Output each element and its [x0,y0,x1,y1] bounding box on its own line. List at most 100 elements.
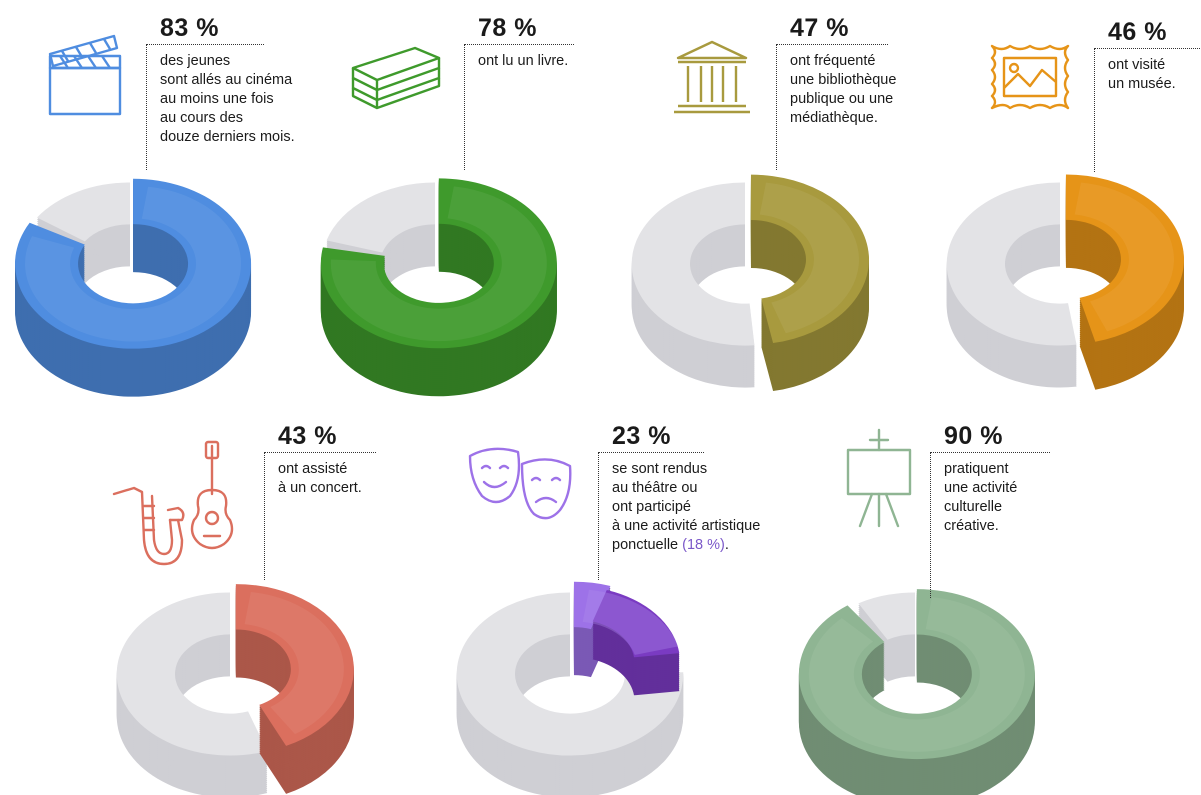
description-line: douze derniers mois. [160,129,295,145]
leader-line [464,44,465,170]
description-line: un musée. [1108,76,1176,92]
framed-painting-icon [990,44,1070,110]
value-slice [15,178,252,349]
description-concert: ont assisté à un concert. [278,460,362,498]
description-line: ont assisté [278,461,348,477]
description-line: à une activité artistique [612,518,761,534]
remainder-slice [858,592,915,640]
description-text: ponctuelle [612,537,683,553]
donut-library [631,174,869,392]
value-slice-highlight [330,186,547,342]
description-line: ponctuelle (18 %). [612,536,760,555]
value-slice-highlight [330,186,547,342]
remainder-slice [116,592,268,795]
leader-line [264,452,376,453]
value-slice-highlight [25,186,242,342]
description-line: à un concert. [278,480,362,496]
remainder-slice [631,182,755,346]
remainder-slice [456,592,684,795]
donut-concert [116,584,354,795]
saxophone-guitar-icon [112,440,234,566]
library-building-icon [674,40,750,114]
description-book: ont lu un livre. [478,52,568,71]
value-slice-highlight [808,597,1025,752]
leader-line [776,44,888,45]
books-icon [351,46,441,110]
description-line: au cours des [160,110,244,126]
value-label-concert: 43 % [278,422,337,450]
description-text: . [724,537,729,553]
description-cinema: des jeunes sont allés au cinéma au moins… [160,52,295,147]
description-line: médiathèque. [790,110,878,126]
leader-line [776,44,777,170]
value-slice [320,178,557,397]
value-slice [750,174,869,392]
value-slice-highlight [25,186,242,342]
description-line: une activité [944,480,1018,496]
leader-line [1094,48,1200,49]
easel-icon [846,428,912,528]
description-theatre: se sont rendus au théâtre ou ont partici… [612,460,760,555]
description-line: au moins une fois [160,91,274,107]
description-line: ont lu un livre. [478,53,569,69]
value-slice-highlight [759,182,859,334]
description-museum: ont visité un musée. [1108,56,1176,94]
value-slice [573,581,680,696]
value-slice-highlight [244,592,344,735]
value-slice [235,584,354,746]
description-line: se sont rendus [612,461,708,477]
remainder-slice [858,592,915,682]
remainder-slice [36,182,130,242]
description-line: sont allés au cinéma [160,72,293,88]
value-slice [798,589,1035,795]
value-slice [15,178,252,397]
value-label-book: 78 % [478,14,537,42]
value-slice-main [573,581,611,630]
description-line: ont visité [1108,57,1166,73]
value-slice [320,178,557,349]
theatre-masks-icon [468,447,572,520]
leader-line [1094,48,1095,172]
value-slice [750,174,869,344]
description-line: une bibliothèque [790,72,897,88]
value-slice [1065,174,1184,342]
value-slice-highlight [244,592,344,735]
leader-line [598,452,704,453]
donut-museum [946,174,1184,390]
value-label-creative: 90 % [944,422,1003,450]
donut-creative [798,589,1035,795]
value-slice-highlight [582,589,679,655]
description-line: au théâtre ou [612,480,698,496]
value-label-library: 47 % [790,14,849,42]
description-line: créative. [944,518,999,534]
description-line: pratiquent [944,461,1009,477]
leader-line [464,44,574,45]
remainder-slice [946,182,1077,346]
remainder-slice [631,182,755,388]
value-slice [235,584,354,794]
value-label-theatre: 23 % [612,422,671,450]
value-slice-highlight [1074,182,1174,332]
leader-line [146,44,147,170]
leader-line [264,452,265,580]
donut-book [320,178,557,397]
value-label-cinema: 83 % [160,14,219,42]
value-slice-highlight [582,589,679,655]
value-label-museum: 46 % [1108,18,1167,46]
description-line: ont fréquenté [790,53,876,69]
description-line: des jeunes [160,53,231,69]
remainder-slice [456,592,684,756]
leader-line [598,452,599,580]
leader-line [930,452,1050,453]
leader-line [146,44,264,45]
remainder-slice [326,182,435,253]
description-line: ont participé [612,499,691,515]
description-library: ont fréquenté une bibliothèque publique … [790,52,896,128]
clapperboard-icon [48,34,122,116]
value-slice-highlight [808,597,1025,752]
value-slice [1065,174,1184,390]
donut-theatre [456,581,684,795]
value-slice [798,589,1035,760]
value-slice-highlight [1074,182,1174,332]
